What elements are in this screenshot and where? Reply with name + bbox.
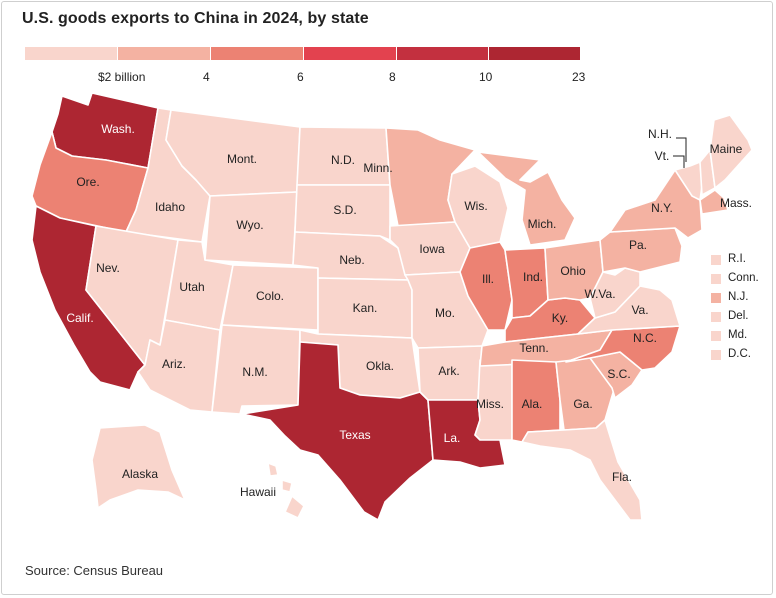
legend-swatch-5	[397, 47, 488, 60]
state-label: Ind.	[523, 270, 543, 284]
small-state-label: D.C.	[728, 348, 751, 360]
state-label: Tenn.	[519, 341, 548, 355]
state-label: Mo.	[435, 306, 455, 320]
state-label: Mass.	[720, 196, 752, 210]
state-label: Neb.	[339, 253, 364, 267]
small-state-label: Conn.	[728, 272, 759, 284]
state-texas	[241, 341, 434, 521]
state-label: N.Y.	[651, 201, 673, 215]
chart-title: U.S. goods exports to China in 2024, by …	[22, 10, 369, 27]
small-state-swatch	[711, 274, 721, 284]
state-label: Ariz.	[162, 357, 186, 371]
state-label: S.D.	[333, 203, 356, 217]
state-label: La.	[444, 431, 461, 445]
state-label: W.Va.	[584, 287, 615, 301]
source-note: Source: Census Bureau	[25, 563, 164, 578]
state-label: N.C.	[633, 331, 657, 345]
small-state-swatch	[711, 293, 721, 303]
state-label: Wyo.	[236, 218, 263, 232]
state-label: Okla.	[366, 359, 394, 373]
state-label: N.D.	[331, 153, 355, 167]
state-label: Miss.	[476, 397, 504, 411]
small-state-label: N.J.	[728, 291, 749, 303]
nh-callout-line	[676, 137, 687, 162]
state-hawaii	[267, 462, 305, 519]
state-label: Ill.	[482, 272, 494, 286]
state-label: Ky.	[552, 311, 568, 325]
state-label: Va.	[631, 303, 648, 317]
state-sd	[294, 184, 391, 241]
small-state-swatch	[711, 350, 721, 360]
state-maine	[709, 114, 753, 189]
state-label: Ala.	[522, 397, 543, 411]
state-label: Calif.	[66, 311, 93, 325]
legend-label-8: 8	[389, 70, 396, 84]
state-label: Alaska	[122, 467, 158, 481]
legend-swatch-3	[211, 47, 303, 60]
state-label: Utah	[179, 280, 204, 294]
state-label: Texas	[339, 428, 370, 442]
state-label: N.M.	[242, 365, 267, 379]
small-state-swatch	[711, 255, 721, 265]
state-label: Colo.	[256, 289, 284, 303]
state-label: Pa.	[629, 238, 647, 252]
state-mass	[699, 189, 729, 215]
state-label: Iowa	[419, 242, 445, 256]
state-label: Ohio	[560, 264, 586, 278]
legend-swatch-2	[118, 47, 210, 60]
small-state-swatch	[711, 331, 721, 341]
state-alaska	[91, 424, 186, 509]
small-state-swatch	[711, 312, 721, 322]
state-label: Minn.	[363, 161, 392, 175]
state-label: Wash.	[101, 122, 135, 136]
state-label: Mich.	[528, 217, 557, 231]
legend-swatch-1	[25, 47, 117, 60]
state-label: Idaho	[155, 200, 185, 214]
state-label: S.C.	[607, 367, 630, 381]
state-label: Hawaii	[240, 485, 276, 499]
small-state-label: Del.	[728, 310, 749, 322]
state-label: N.H.	[648, 127, 672, 141]
state-label: Maine	[710, 142, 743, 156]
legend-label-2: $2 billion	[98, 70, 146, 84]
legend-label-23: 23	[572, 70, 586, 84]
small-state-label: R.I.	[728, 253, 746, 265]
legend-label-6: 6	[297, 70, 304, 84]
state-label: Kan.	[353, 301, 378, 315]
state-nc	[565, 325, 681, 371]
state-mich	[477, 151, 576, 246]
small-state-label: Md.	[728, 329, 748, 341]
state-label: Ark.	[438, 364, 459, 378]
vt-callout-line	[673, 155, 685, 168]
state-label: Fla.	[612, 470, 632, 484]
state-label: Vt.	[655, 149, 670, 163]
state-label: Mont.	[227, 152, 257, 166]
state-label: Nev.	[96, 261, 120, 275]
state-label: Ga.	[573, 397, 592, 411]
legend-color-bar	[25, 47, 581, 60]
legend-swatch-4	[304, 47, 396, 60]
legend-label-10: 10	[479, 70, 493, 84]
state-label: Wis.	[464, 199, 487, 213]
state-label: Ore.	[76, 175, 99, 189]
legend-swatch-6	[489, 47, 580, 60]
legend-label-4: 4	[203, 70, 210, 84]
state-fla	[521, 419, 643, 521]
